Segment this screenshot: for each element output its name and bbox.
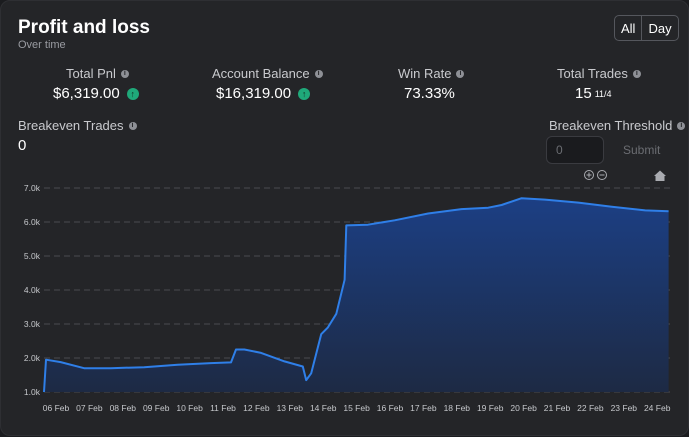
y-tick-label: 7.0k [24,183,41,193]
info-icon[interactable]: i [677,121,686,130]
submit-button[interactable]: Submit [615,138,668,162]
x-tick-label: 07 Feb [76,403,103,413]
breakeven-threshold-input[interactable] [546,136,604,164]
x-tick-label: 14 Feb [310,403,337,413]
total-trades-label: Total Trades i [557,66,641,81]
x-tick-label: 17 Feb [410,403,437,413]
info-icon[interactable]: i [314,69,323,78]
range-day-button[interactable]: Day [641,16,677,40]
y-tick-label: 4.0k [24,285,41,295]
info-icon[interactable]: i [128,121,137,130]
zoom-out-icon[interactable] [597,170,607,180]
breakeven-trades-label: Breakeven Trades i [18,118,137,133]
breakeven-trades-value: 0 [18,137,27,154]
info-icon[interactable]: i [456,69,465,78]
total-trades-value: 15 11/4 [575,85,612,102]
account-balance-value: $16,319.00 ↑ [216,85,311,102]
breakeven-threshold-label: Breakeven Threshold i [549,118,686,133]
win-rate-label: Win Rate i [398,66,465,81]
x-tick-label: 06 Feb [43,403,70,413]
y-tick-label: 1.0k [24,387,41,397]
total-pnl-label: Total Pnl i [66,66,129,81]
account-balance-label: Account Balance i [212,66,323,81]
total-trades-detail: 11/4 [594,88,612,99]
pnl-line [43,197,669,393]
y-tick-label: 6.0k [24,217,41,227]
page-title: Profit and loss [18,17,150,38]
total-pnl-value: $6,319.00 ↑ [53,85,139,102]
x-tick-label: 08 Feb [110,403,137,413]
win-rate-value: 73.33% [404,85,455,102]
info-icon[interactable]: i [120,69,129,78]
x-tick-label: 18 Feb [444,403,471,413]
range-toggle: All Day [614,15,679,41]
y-tick-label: 5.0k [24,251,41,261]
x-tick-label: 12 Feb [243,403,270,413]
range-all-button[interactable]: All [615,16,641,40]
x-tick-label: 24 Feb [644,403,671,413]
x-tick-label: 22 Feb [577,403,604,413]
home-icon[interactable] [654,170,666,182]
pnl-area [44,198,669,392]
x-tick-label: 13 Feb [277,403,304,413]
x-tick-label: 09 Feb [143,403,170,413]
x-tick-label: 21 Feb [544,403,571,413]
x-tick-label: 11 Feb [210,403,236,413]
arrow-up-icon: ↑ [126,87,139,100]
zoom-in-icon[interactable] [584,170,594,180]
x-tick-label: 15 Feb [343,403,370,413]
y-tick-label: 2.0k [24,353,41,363]
arrow-up-icon: ↑ [298,87,311,100]
page-subtitle: Over time [18,39,66,51]
y-tick-label: 3.0k [24,319,41,329]
x-tick-label: 16 Feb [377,403,404,413]
info-icon[interactable]: i [632,69,641,78]
x-tick-label: 23 Feb [611,403,638,413]
x-tick-label: 19 Feb [477,403,504,413]
x-tick-label: 10 Feb [176,403,203,413]
x-tick-label: 20 Feb [510,403,537,413]
